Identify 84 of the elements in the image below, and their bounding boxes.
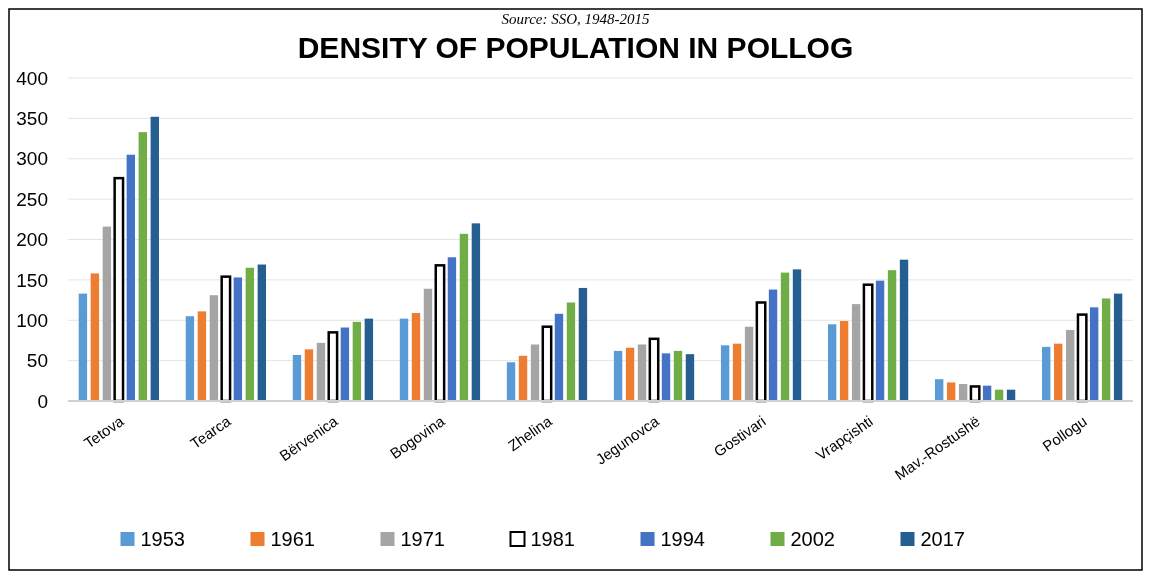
bar (887, 270, 897, 401)
bar (292, 354, 302, 401)
bar (447, 257, 457, 401)
bar (102, 226, 112, 401)
bar (958, 384, 968, 401)
bar (530, 344, 540, 401)
legend-label: 1971 (400, 528, 445, 550)
y-tick-label: 100 (16, 309, 48, 331)
bar (1101, 298, 1111, 401)
legend-label: 1961 (270, 528, 315, 550)
bar (792, 269, 802, 401)
bar (150, 116, 159, 401)
bar (541, 325, 553, 403)
bar (304, 349, 314, 401)
y-tick-label: 400 (16, 67, 48, 89)
y-tick-label: 0 (37, 390, 48, 412)
bar (78, 293, 88, 401)
legend-label: 1981 (530, 528, 575, 550)
source-note: Source: SSO, 1948-2015 (501, 11, 651, 27)
y-tick-label: 50 (26, 350, 48, 372)
chart-title: DENSITY OF POPULATION IN POLLOG (297, 31, 854, 64)
bar (780, 272, 790, 401)
bar (637, 344, 647, 401)
bar (434, 264, 446, 403)
bar (625, 347, 635, 401)
bar (946, 382, 956, 401)
bar (233, 277, 243, 401)
legend-label: 1953 (140, 528, 185, 550)
bar (340, 327, 350, 401)
bar (1054, 343, 1063, 401)
bar (399, 318, 409, 401)
bar (209, 295, 219, 401)
y-tick-label: 150 (16, 269, 48, 291)
bar (423, 288, 433, 401)
bar (899, 259, 909, 401)
bar (245, 267, 255, 401)
bar (506, 362, 516, 401)
bar (744, 326, 754, 401)
bar (969, 385, 981, 403)
bar (613, 350, 623, 401)
bar (1089, 307, 1099, 401)
bar (578, 287, 588, 401)
bar (862, 283, 874, 403)
bar (1113, 293, 1123, 401)
legend-label: 2002 (790, 528, 835, 550)
bar (755, 301, 767, 403)
bar (138, 132, 147, 401)
bar (566, 302, 576, 401)
bar (113, 176, 125, 403)
bar (732, 343, 742, 401)
bar (685, 354, 695, 401)
bar (827, 324, 837, 401)
bar (851, 304, 861, 401)
bar (720, 345, 730, 401)
bar (471, 223, 481, 401)
y-tick-label: 350 (16, 108, 48, 130)
bar (316, 342, 326, 401)
bar (220, 275, 232, 403)
bar (768, 289, 778, 401)
legend-label: 2017 (920, 528, 965, 550)
legend-label: 1994 (660, 528, 705, 550)
bar (554, 313, 564, 401)
y-tick-label: 200 (16, 229, 48, 251)
bar (257, 264, 267, 401)
bar (364, 318, 374, 401)
bar (327, 331, 339, 403)
bar (411, 312, 421, 401)
bar (185, 316, 195, 401)
y-tick-label: 300 (16, 148, 48, 170)
bar (839, 321, 849, 401)
bar (352, 321, 362, 401)
bar (875, 280, 885, 401)
bar (1065, 329, 1075, 401)
y-tick-label: 250 (16, 188, 48, 210)
bar (90, 273, 100, 401)
bar (197, 311, 207, 401)
bar (1042, 346, 1051, 401)
bar (673, 350, 683, 401)
bar (1076, 313, 1088, 403)
bar (126, 154, 136, 401)
bar (661, 353, 671, 401)
bar (459, 233, 469, 401)
bar (518, 355, 528, 401)
bar (934, 379, 944, 401)
